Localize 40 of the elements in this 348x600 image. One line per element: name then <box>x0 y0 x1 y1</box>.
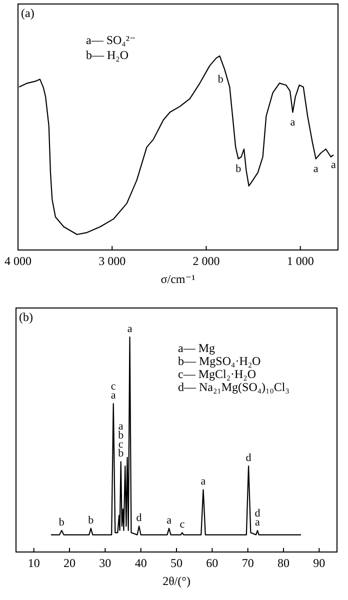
annotation: b <box>118 430 124 442</box>
annotation: a <box>255 516 260 528</box>
annotation: b <box>236 162 242 175</box>
x-tick-label: 40 <box>134 556 147 570</box>
x-tick-label: 80 <box>278 556 290 570</box>
x-tick-label: 1 000 <box>286 254 314 268</box>
x-axis-title: 2θ/(°) <box>162 574 190 588</box>
annotation: a <box>313 162 318 175</box>
annotation: a— Mg <box>178 341 215 355</box>
annotation: a <box>166 514 172 526</box>
chart-title: (a) <box>21 6 34 20</box>
annotation: a <box>127 323 132 335</box>
x-tick-label: 70 <box>242 556 254 570</box>
x-tick-label: 4 000 <box>4 254 32 268</box>
annotation: d <box>246 452 252 464</box>
annotation: d— Na₂₁Mg(SO₄)₁₀Cl₃ <box>178 380 290 394</box>
x-tick-label: 60 <box>206 556 218 570</box>
x-tick-label: 20 <box>64 556 76 570</box>
x-tick-label: 3 000 <box>98 254 126 268</box>
annotation: a <box>331 158 336 171</box>
chart-title: (b) <box>19 310 33 324</box>
x-tick-label: 10 <box>28 556 40 570</box>
annotation: b <box>218 74 224 86</box>
x-tick-label: 2 000 <box>192 254 220 268</box>
x-tick-label: 90 <box>313 556 326 570</box>
annotation: a <box>200 476 206 488</box>
x-axis-title: σ/cm⁻¹ <box>160 272 196 286</box>
x-tick-label: 50 <box>170 556 182 570</box>
x-tick-label: 30 <box>99 556 112 570</box>
annotation: d <box>254 508 261 520</box>
annotation: c <box>180 518 185 531</box>
annotation: b <box>58 516 65 528</box>
annotation: b <box>118 448 124 460</box>
text: a— SO₄²⁻ <box>86 33 136 47</box>
annotation: a <box>290 116 296 128</box>
annotation: b— MgSO₄·H₂O <box>178 354 262 368</box>
annotation: b— H₂O <box>86 48 129 62</box>
annotation: c— MgCl₂·H₂O <box>178 367 256 381</box>
annotation: d <box>136 512 142 524</box>
annotation: b <box>88 514 94 526</box>
